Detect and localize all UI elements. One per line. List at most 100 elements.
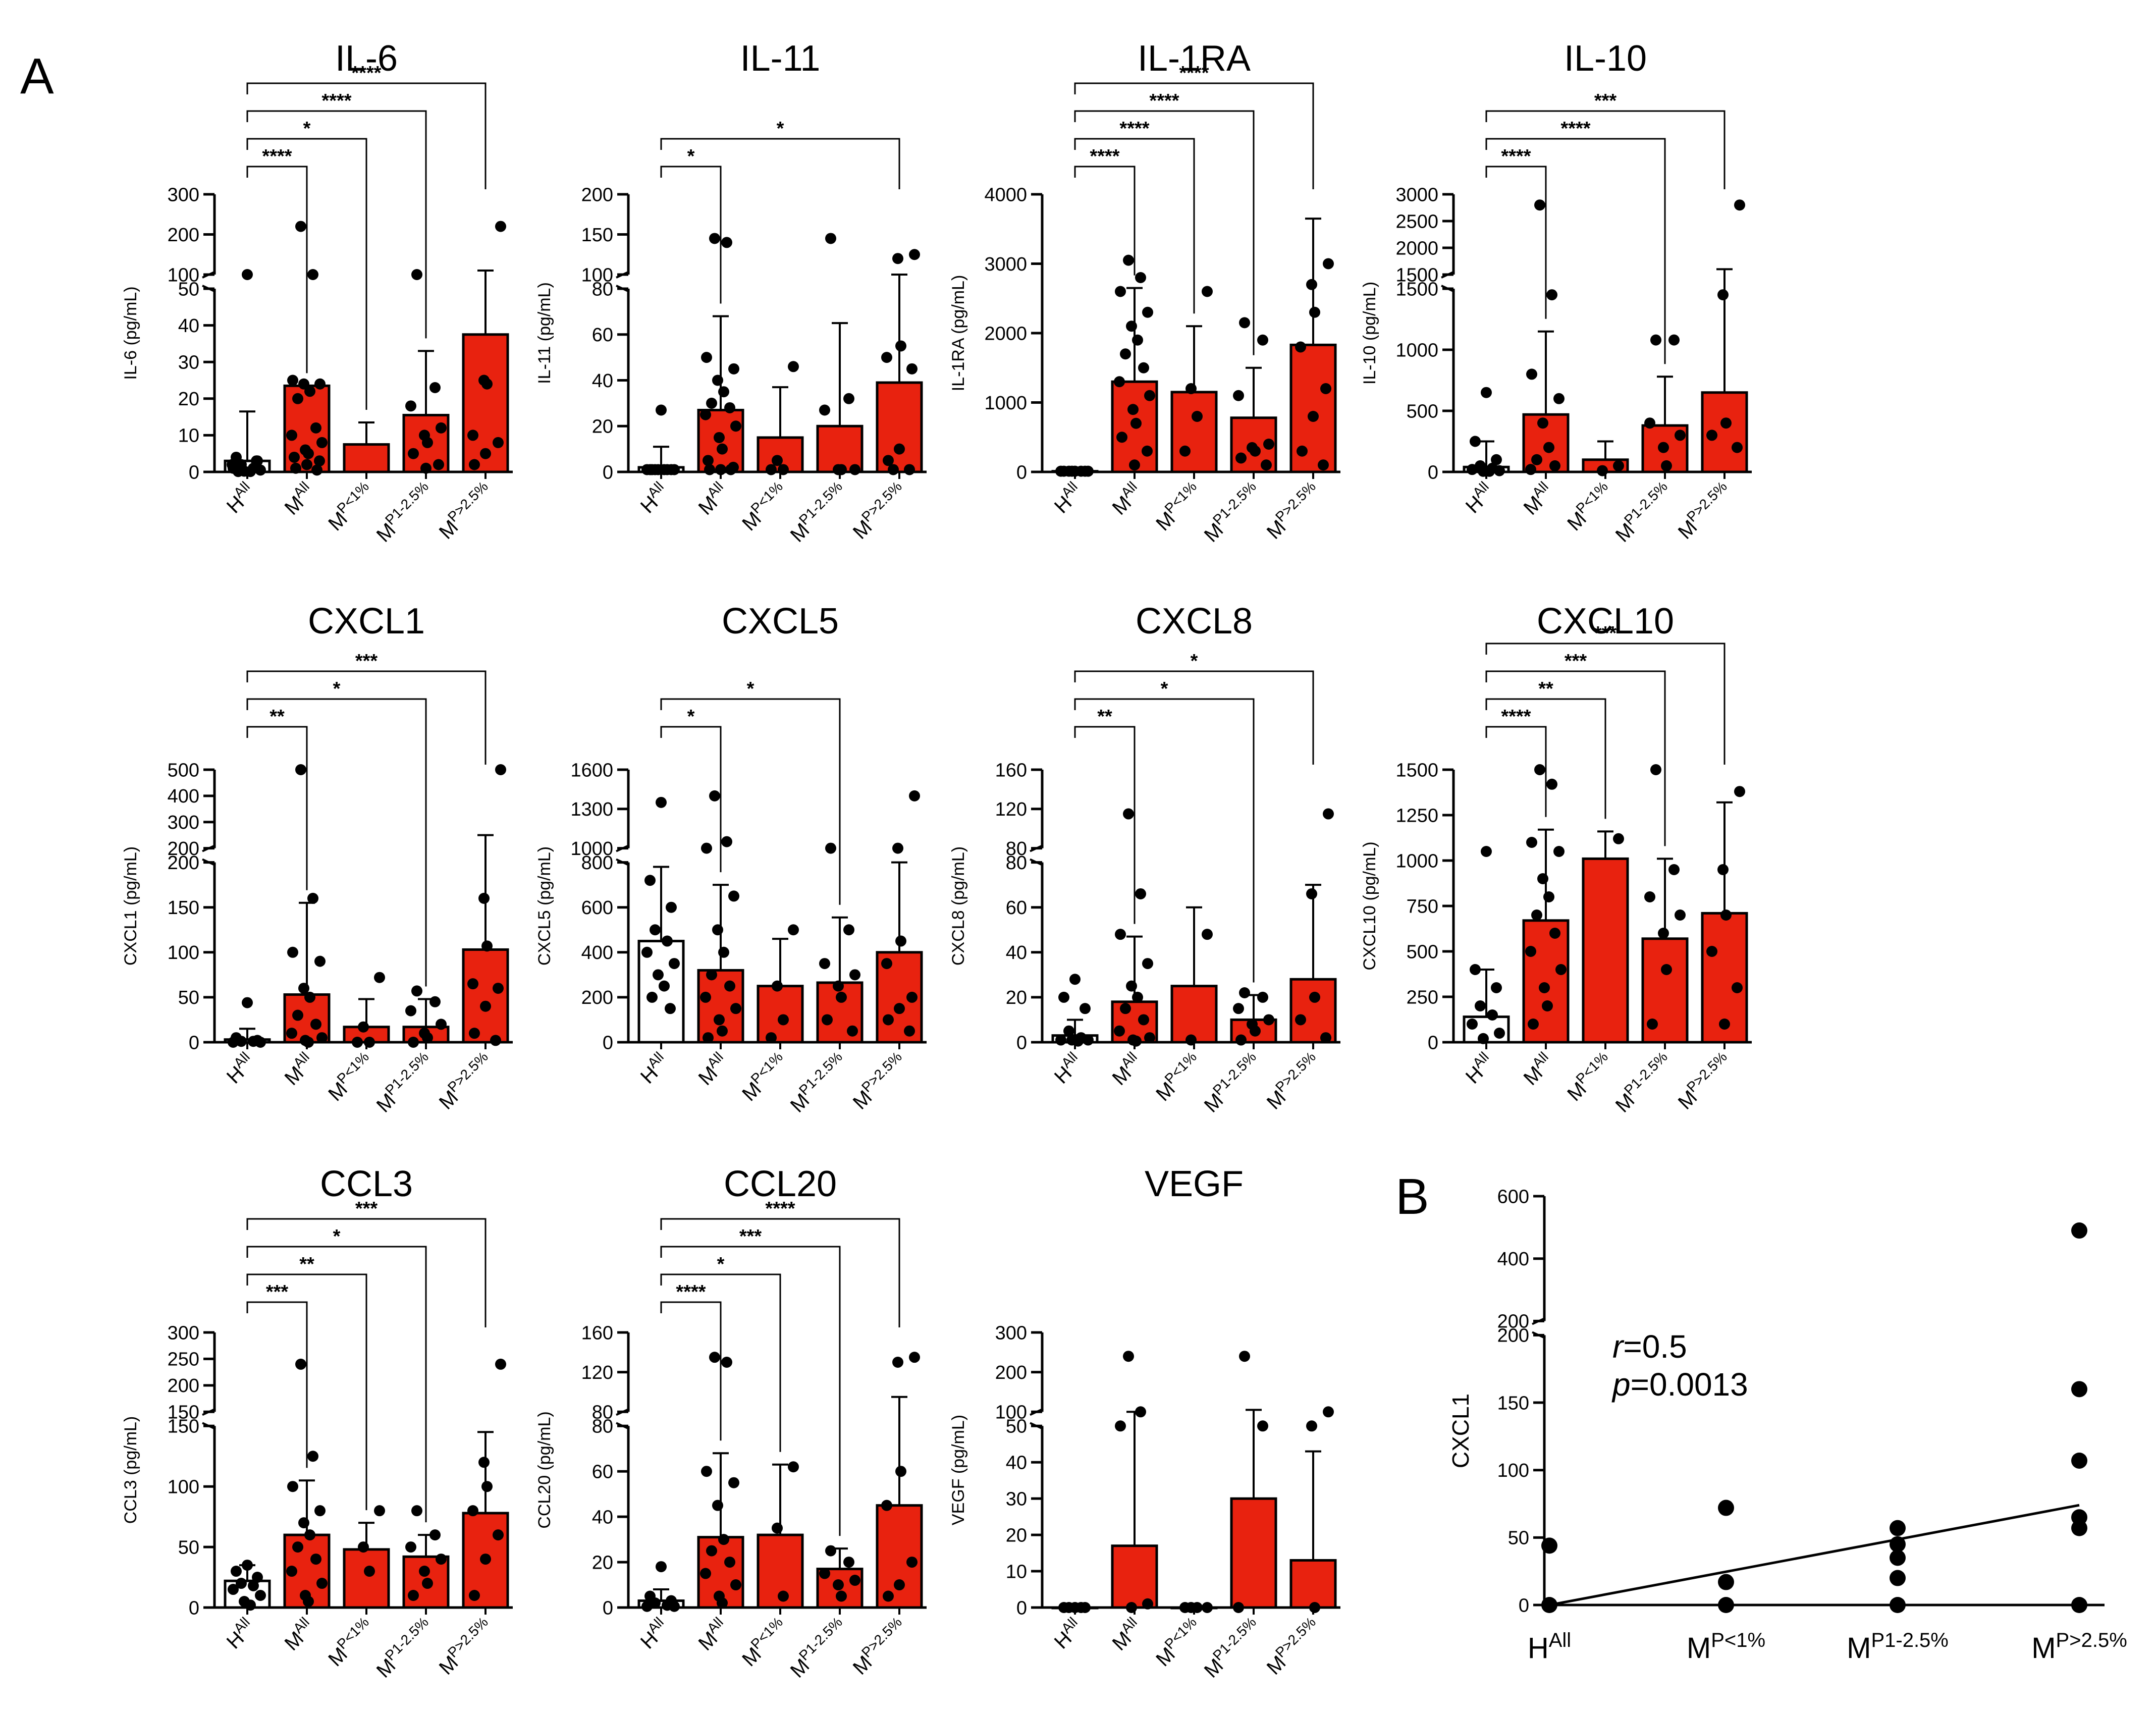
chart-x-tick-label: MP<1% [736, 1049, 792, 1105]
bar-2 [343, 443, 390, 473]
data-point [909, 1352, 920, 1363]
significance-label: *** [1594, 623, 1617, 644]
chart-y-tick-label: 600 [581, 897, 613, 919]
bar-4 [1289, 978, 1337, 1044]
data-point [1534, 199, 1545, 211]
data-point [669, 1600, 680, 1612]
data-point [495, 1358, 506, 1370]
data-point [1123, 1351, 1134, 1362]
significance-bracket [246, 670, 487, 765]
significance-label: * [747, 678, 754, 700]
chart-cxcl1: CXCL1 CXCL1 (pg/mL) HAll MAllMP<1%MP1-2.5%M… [121, 601, 513, 1117]
data-point [255, 1037, 266, 1048]
data-point [1233, 390, 1244, 401]
data-point [287, 1481, 298, 1492]
significance-bracket [246, 698, 427, 987]
significance-bracket [246, 82, 487, 189]
data-point [405, 1005, 416, 1017]
data-point [721, 836, 732, 847]
chart-y-tick-label: 80 [592, 279, 613, 300]
data-point [843, 393, 854, 404]
data-point [405, 400, 416, 412]
chart-y-tick-label: 150 [168, 1416, 199, 1437]
data-point [307, 1451, 318, 1462]
data-point [1543, 442, 1554, 453]
y-axis-label: CCL3 (pg/mL) [121, 1416, 140, 1524]
chart-y-tick-label: 1500 [1395, 264, 1438, 286]
data-point [1537, 417, 1548, 429]
chart-x-tick-label: MP1-2.5% [784, 478, 852, 547]
data-point [307, 892, 318, 904]
chart-ccl3: CCL3 CCL3 (pg/mL) HAll MAllMP<1%MP1-2.5%MP>… [121, 1164, 513, 1682]
data-point [819, 958, 830, 970]
data-point [730, 1579, 741, 1591]
data-point [892, 842, 903, 854]
data-point [314, 955, 326, 967]
data-point [881, 352, 892, 363]
data-point [478, 1457, 490, 1468]
data-point [255, 464, 266, 476]
data-point [1546, 289, 1557, 301]
data-point [1115, 1420, 1126, 1432]
y-axis-label: CXCL8 (pg/mL) [949, 846, 968, 966]
data-point [700, 409, 711, 420]
data-point [894, 443, 905, 455]
data-point [1467, 464, 1478, 475]
data-point [236, 1036, 247, 1047]
chart-y-tick-label: 100 [168, 1477, 199, 1498]
chart-x-tick-label: MAll [278, 478, 319, 519]
significance-bracket [660, 1246, 841, 1536]
chart-x-tick-label: MP>2.5% [847, 478, 912, 544]
data-point [251, 455, 262, 467]
data-point [1658, 442, 1669, 453]
data-point [725, 464, 736, 475]
panel-a-label: A [20, 48, 54, 104]
scatter-y-tick-label: 200 [1497, 1325, 1529, 1347]
chart-y-tick-label: 0 [1016, 1597, 1027, 1619]
data-point [836, 464, 847, 475]
data-point [665, 1003, 676, 1014]
data-point [1734, 786, 1745, 797]
data-point [1717, 864, 1729, 875]
chart-y-tick-label: 20 [592, 416, 613, 438]
data-point [1123, 808, 1134, 820]
chart-x-tick-label: MP>2.5% [847, 1049, 912, 1114]
significance-bracket [1485, 698, 1606, 819]
data-point [721, 237, 732, 248]
data-point [1542, 1000, 1553, 1011]
chart-y-tick-label: 40 [178, 315, 199, 337]
chart-x-tick-label: MAll [278, 1049, 319, 1090]
data-point [714, 1014, 725, 1026]
data-point [895, 340, 906, 352]
data-point [1250, 1025, 1261, 1037]
data-point [883, 455, 894, 466]
data-point [1320, 1032, 1331, 1044]
chart-y-tick-label: 30 [178, 352, 199, 373]
data-point [883, 1014, 894, 1026]
significance-bracket [660, 1218, 900, 1327]
x-tick-label: MP<1% [1687, 1629, 1765, 1665]
data-point [298, 1517, 309, 1529]
data-point [408, 448, 419, 459]
data-point [1115, 286, 1126, 297]
panel-b-label: B [1395, 1168, 1429, 1225]
data-point [420, 462, 432, 474]
chart-y-tick-label: 20 [592, 1552, 613, 1573]
chart-x-tick-label: MP>2.5% [1672, 1049, 1737, 1114]
data-point [429, 382, 441, 394]
data-point [1475, 1000, 1486, 1011]
data-point [819, 404, 830, 416]
chart-y-tick-label: 200 [168, 852, 199, 874]
y-axis-label: CXCL10 (pg/mL) [1360, 841, 1379, 970]
data-point [303, 1037, 314, 1048]
data-point [1668, 334, 1680, 346]
data-point [422, 1032, 433, 1044]
data-point [1239, 1351, 1250, 1362]
data-point [656, 404, 667, 416]
y-axis-label: CXCL1 (pg/mL) [121, 846, 140, 966]
data-point [287, 375, 298, 386]
chart-x-tick-label: MAll [1106, 1614, 1147, 1655]
data-point [1613, 460, 1624, 471]
data-point [352, 1037, 363, 1048]
bar-4 [876, 1504, 923, 1609]
